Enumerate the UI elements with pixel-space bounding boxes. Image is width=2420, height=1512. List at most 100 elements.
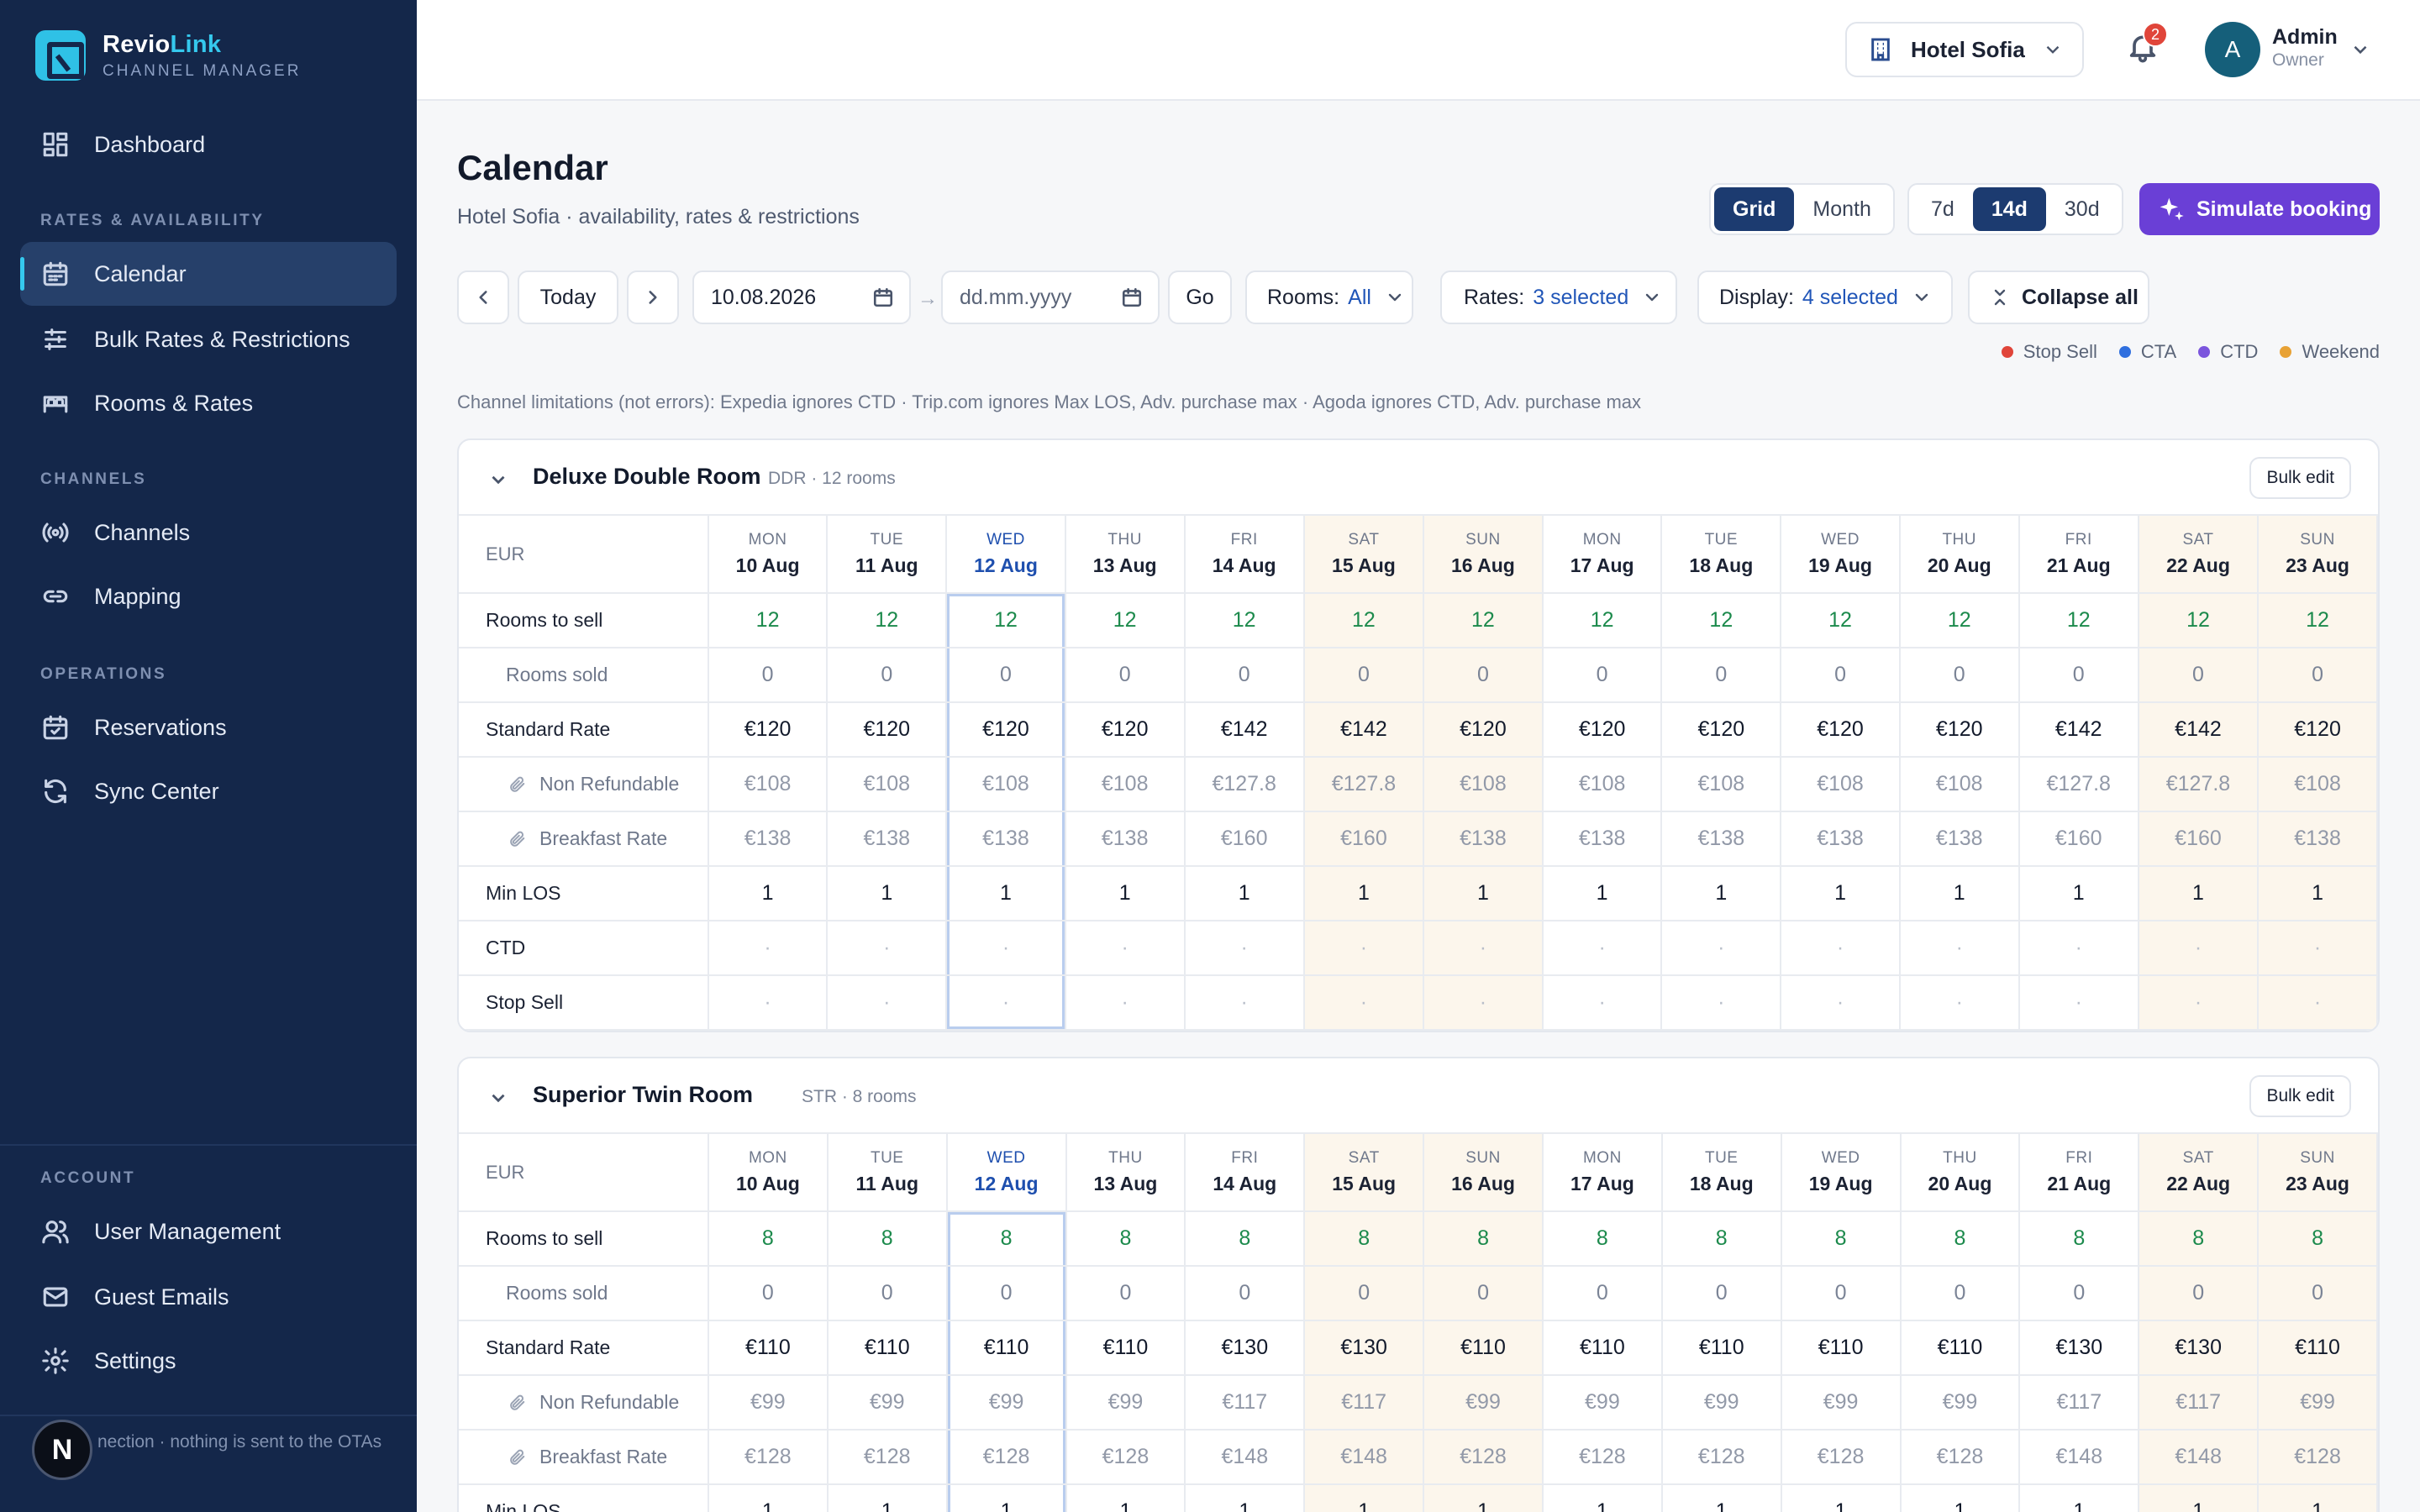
grid-cell[interactable]: €128	[946, 1430, 1067, 1485]
grid-cell[interactable]: 8	[2139, 1211, 2260, 1267]
grid-cell[interactable]: 1	[1303, 866, 1425, 921]
grid-cell[interactable]: 1	[1185, 1484, 1306, 1512]
grid-cell[interactable]: ·	[1661, 975, 1782, 1031]
grid-cell[interactable]: 8	[2258, 1211, 2378, 1267]
grid-cell[interactable]: €128	[1065, 1430, 1186, 1485]
grid-cell[interactable]: €99	[1542, 1375, 1663, 1431]
grid-cell[interactable]: €99	[1781, 1375, 1902, 1431]
grid-cell[interactable]: €138	[827, 811, 948, 867]
chevron-down-icon[interactable]	[2349, 39, 2371, 60]
grid-cell[interactable]: €127.8	[2138, 757, 2260, 812]
sidebar-item-bulk-rates[interactable]: Bulk Rates & Restrictions	[20, 307, 397, 371]
grid-cell[interactable]: €160	[1303, 811, 1425, 867]
grid-cell[interactable]: 0	[946, 648, 1066, 703]
grid-cell[interactable]: 12	[2138, 593, 2260, 648]
grid-cell[interactable]: ·	[827, 921, 948, 976]
grid-cell[interactable]: €99	[708, 1375, 829, 1431]
grid-cell[interactable]: 0	[2018, 648, 2139, 703]
grid-cell[interactable]: €110	[1900, 1320, 2021, 1376]
grid-cell[interactable]: 1	[2258, 1484, 2378, 1512]
grid-cell[interactable]: ·	[1781, 921, 1901, 976]
grid-cell[interactable]: €138	[946, 811, 1066, 867]
grid-cell[interactable]: ·	[2018, 921, 2139, 976]
hotel-selector[interactable]: Hotel Sofia	[1845, 22, 2084, 77]
grid-cell[interactable]: €128	[1781, 1430, 1902, 1485]
grid-cell[interactable]: €160	[2018, 811, 2139, 867]
grid-cell[interactable]: 8	[2019, 1211, 2140, 1267]
grid-cell[interactable]: 8	[1185, 1211, 1306, 1267]
grid-cell[interactable]: 1	[1065, 1484, 1186, 1512]
grid-cell[interactable]: ·	[2138, 975, 2260, 1031]
grid-cell[interactable]: 12	[827, 593, 948, 648]
grid-cell[interactable]: 8	[708, 1211, 829, 1267]
grid-cell[interactable]: ·	[1542, 975, 1663, 1031]
grid-cell[interactable]: €117	[1185, 1375, 1306, 1431]
grid-cell[interactable]: 8	[827, 1211, 948, 1267]
grid-cell[interactable]: €99	[827, 1375, 948, 1431]
grid-cell[interactable]: ·	[1065, 975, 1186, 1031]
grid-cell[interactable]: €108	[1423, 757, 1544, 812]
grid-cell[interactable]: ·	[946, 975, 1066, 1031]
grid-cell[interactable]: €110	[1423, 1320, 1544, 1376]
grid-cell[interactable]: 1	[1661, 1484, 1782, 1512]
grid-cell[interactable]: ·	[1184, 975, 1305, 1031]
grid-cell[interactable]: ·	[1303, 975, 1425, 1031]
grid-cell[interactable]: 1	[708, 1484, 829, 1512]
grid-cell[interactable]: €108	[827, 757, 948, 812]
collapse-all-button[interactable]: Collapse all	[1968, 270, 2149, 324]
grid-cell[interactable]: 1	[1423, 1484, 1544, 1512]
sidebar-item-sync-center[interactable]: Sync Center	[20, 759, 397, 823]
grid-cell[interactable]: 8	[1423, 1211, 1544, 1267]
grid-cell[interactable]: 12	[2258, 593, 2378, 648]
grid-cell[interactable]: 12	[1899, 593, 2020, 648]
grid-cell[interactable]: 1	[1423, 866, 1544, 921]
view-month-button[interactable]: Month	[1812, 197, 1871, 221]
grid-cell[interactable]: €110	[946, 1320, 1067, 1376]
grid-cell[interactable]: 12	[1065, 593, 1186, 648]
grid-cell[interactable]: €120	[1065, 702, 1186, 758]
sidebar-item-user-management[interactable]: User Management	[20, 1200, 397, 1263]
grid-cell[interactable]: ·	[708, 975, 829, 1031]
grid-cell[interactable]: 0	[1423, 648, 1544, 703]
grid-cell[interactable]: ·	[1065, 921, 1186, 976]
grid-cell[interactable]: 1	[708, 866, 829, 921]
grid-cell[interactable]: 0	[827, 648, 948, 703]
grid-cell[interactable]: 0	[1304, 1266, 1425, 1321]
next-button[interactable]	[627, 270, 679, 324]
display-filter[interactable]: Display: 4 selected	[1697, 270, 1953, 324]
grid-cell[interactable]: €138	[1423, 811, 1544, 867]
grid-cell[interactable]: 0	[1184, 648, 1305, 703]
grid-cell[interactable]: €120	[946, 702, 1066, 758]
grid-cell[interactable]: 12	[1184, 593, 1305, 648]
grid-cell[interactable]: 0	[946, 1266, 1067, 1321]
grid-cell[interactable]: €99	[1900, 1375, 2021, 1431]
grid-cell[interactable]: 0	[708, 648, 829, 703]
grid-cell[interactable]: 0	[2258, 1266, 2378, 1321]
grid-cell[interactable]: ·	[1899, 921, 2020, 976]
range-30d-button[interactable]: 30d	[2064, 197, 2100, 221]
grid-cell[interactable]: ·	[1542, 921, 1663, 976]
bulk-edit-button[interactable]: Bulk edit	[2249, 1075, 2351, 1117]
grid-cell[interactable]: 0	[1900, 1266, 2021, 1321]
grid-cell[interactable]: €108	[946, 757, 1066, 812]
grid-cell[interactable]: 1	[1065, 866, 1186, 921]
grid-cell[interactable]: €99	[2258, 1375, 2378, 1431]
grid-cell[interactable]: €117	[1304, 1375, 1425, 1431]
grid-cell[interactable]: 1	[946, 1484, 1067, 1512]
rates-filter[interactable]: Rates: 3 selected	[1440, 270, 1677, 324]
grid-cell[interactable]: 0	[1303, 648, 1425, 703]
grid-cell[interactable]: 0	[1781, 648, 1901, 703]
from-date-input[interactable]: 10.08.2026	[692, 270, 911, 324]
grid-cell[interactable]: 8	[1900, 1211, 2021, 1267]
grid-cell[interactable]: 8	[1304, 1211, 1425, 1267]
grid-cell[interactable]: €142	[2018, 702, 2139, 758]
range-7d-button[interactable]: 7d	[1931, 197, 1954, 221]
grid-cell[interactable]: 0	[1661, 1266, 1782, 1321]
grid-cell[interactable]: 12	[1661, 593, 1782, 648]
sidebar-item-channels[interactable]: Channels	[20, 501, 397, 564]
grid-cell[interactable]: €99	[1423, 1375, 1544, 1431]
sidebar-item-settings[interactable]: Settings	[20, 1329, 397, 1393]
grid-cell[interactable]: €117	[2139, 1375, 2260, 1431]
bulk-edit-button[interactable]: Bulk edit	[2249, 457, 2351, 499]
grid-cell[interactable]: 8	[1065, 1211, 1186, 1267]
